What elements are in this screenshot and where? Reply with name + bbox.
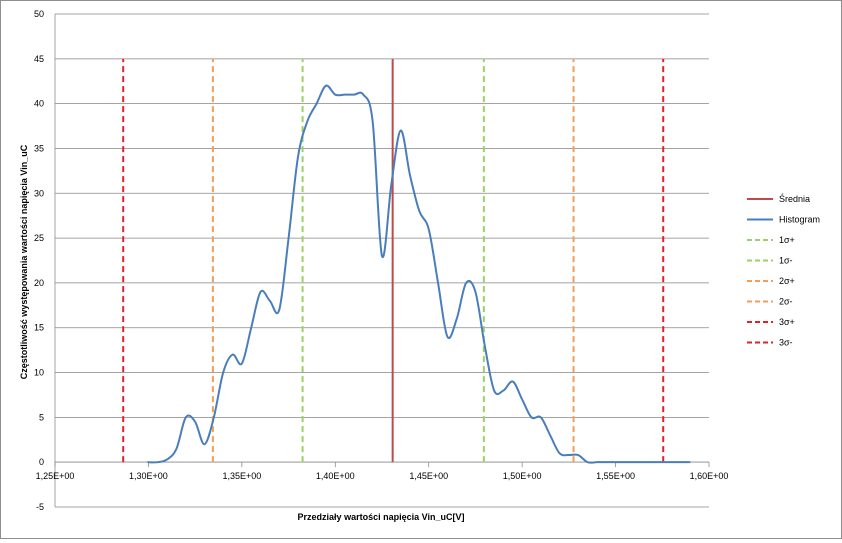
- y-tick-label: 45: [34, 54, 44, 64]
- y-tick-label: 15: [34, 323, 44, 333]
- y-tick-label: 35: [34, 143, 44, 153]
- y-tick-label: 10: [34, 368, 44, 378]
- gridlines: [55, 13, 709, 508]
- axes: [54, 14, 710, 507]
- x-tick-label: 1,50E+00: [503, 471, 542, 481]
- y-tick-label: -5: [36, 502, 44, 512]
- tick-labels: -5 0 5 10 15 20 25 30 35 40 45 50 1,25E+00 1,30E+00 1,…: [34, 9, 728, 512]
- legend-entry: 1σ-: [779, 256, 793, 266]
- y-tick-label: 30: [34, 188, 44, 198]
- legend-entry: 3σ+: [779, 317, 795, 327]
- legend-entry: 2σ+: [779, 276, 795, 286]
- y-tick-label: 25: [34, 233, 44, 243]
- legend-entry: 2σ-: [779, 297, 793, 307]
- x-tick-label: 1,30E+00: [129, 471, 168, 481]
- legend-entry: Średnia: [779, 193, 810, 204]
- y-tick-label: 5: [39, 412, 44, 422]
- legend-entry: 1σ+: [779, 235, 795, 245]
- x-axis-title: Przedziały wartości napięcia Vin_uC[V]: [298, 512, 465, 522]
- y-tick-label: 0: [39, 457, 44, 467]
- series-line-Histogram: [147, 84, 691, 464]
- x-tick-label: 1,40E+00: [316, 471, 355, 481]
- x-tick-label: 1,60E+00: [690, 471, 729, 481]
- legend-entry: 3σ-: [779, 338, 793, 348]
- x-tick-label: 1,35E+00: [222, 471, 261, 481]
- legend: Średnia Histogram 1σ+ 1σ- 2σ+ 2σ- 3σ+ 3σ-: [747, 193, 820, 348]
- y-tick-label: 20: [34, 278, 44, 288]
- y-axis-title: Częstotliwość występowania wartości napi…: [19, 144, 29, 379]
- legend-entry: Histogram: [779, 215, 820, 225]
- y-tick-label: 40: [34, 99, 44, 109]
- x-tick-label: 1,25E+00: [36, 471, 75, 481]
- x-tick-label: 1,55E+00: [596, 471, 635, 481]
- plot-series: [122, 58, 691, 464]
- x-tick-label: 1,45E+00: [409, 471, 448, 481]
- y-tick-label: 50: [34, 9, 44, 19]
